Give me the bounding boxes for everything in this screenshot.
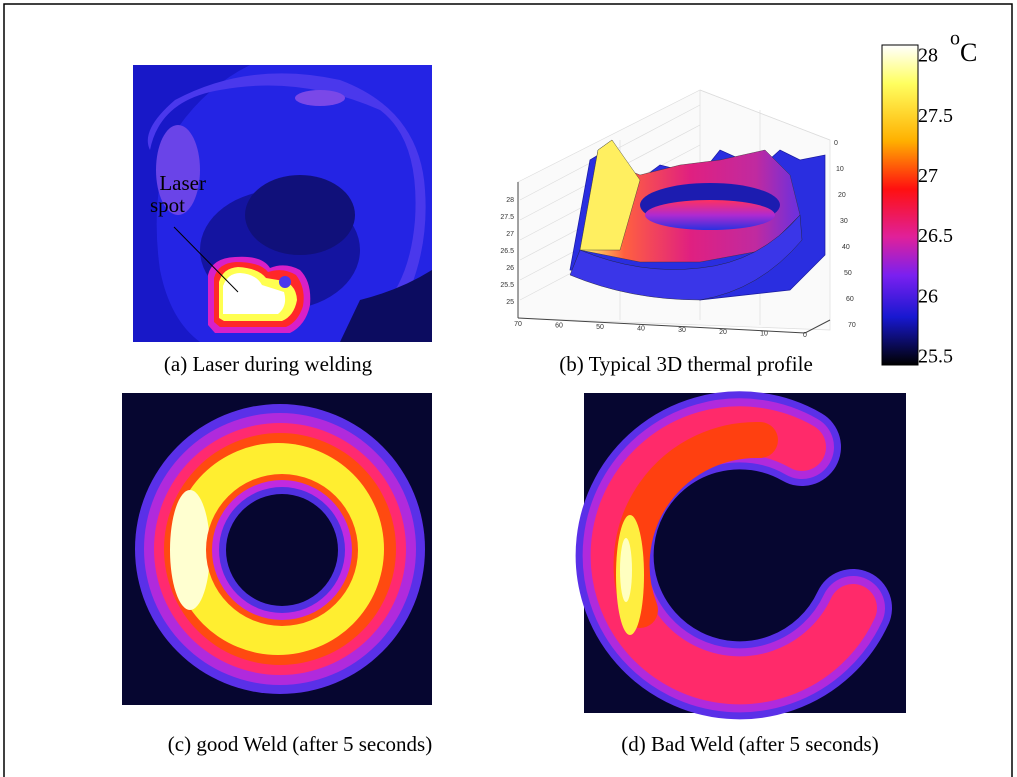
caption: (b) Typical 3D thermal profile	[559, 352, 813, 376]
unit-degree: o	[950, 28, 960, 50]
y-tick-label: 50	[844, 270, 852, 277]
x-tick-label: 10	[760, 330, 768, 337]
colorbar-tick-label: 27	[918, 165, 938, 187]
unit-symbol: C	[960, 38, 977, 67]
z-tick-label: 26.5	[500, 248, 514, 255]
colorbar-tick-label: 28	[918, 45, 938, 67]
x-tick-label: 60	[555, 322, 563, 329]
y-tick-label: 70	[848, 322, 856, 329]
y-tick-label: 60	[846, 296, 854, 303]
caption: (c) good Weld (after 5 seconds)	[168, 732, 432, 756]
y-tick-label: 10	[836, 166, 844, 173]
z-tick-label: 26	[506, 265, 514, 272]
caption: (a) Laser during welding	[164, 352, 373, 376]
z-tick-label: 27	[506, 231, 514, 238]
x-tick-label: 20	[719, 329, 727, 336]
z-tick-label: 27.5	[500, 214, 514, 221]
colorbar-tick-label: 25.5	[918, 346, 953, 368]
annotation-line: spot	[150, 193, 185, 217]
z-tick-label: 28	[506, 197, 514, 204]
x-tick-label: 70	[514, 321, 522, 328]
x-tick-label: 0	[803, 332, 807, 339]
colorbar-tick-label: 26.5	[918, 225, 953, 247]
z-tick-label: 25.5	[500, 282, 514, 289]
x-tick-label: 50	[596, 324, 604, 331]
caption: (d) Bad Weld (after 5 seconds)	[621, 732, 878, 756]
x-tick-label: 30	[678, 327, 686, 334]
thermal-image-d	[584, 393, 906, 713]
y-tick-label: 0	[834, 140, 838, 147]
surface-plot	[518, 90, 830, 333]
z-tick-label: 25	[506, 299, 514, 306]
figure: Laser spot (a) Laser during welding 28 27…	[0, 0, 1017, 777]
annotation-line: Laser	[159, 171, 206, 195]
y-tick-label: 20	[838, 192, 846, 199]
colorbar-tick-label: 27.5	[918, 105, 953, 127]
x-tick-label: 40	[637, 326, 645, 333]
thermal-image-c	[122, 393, 432, 705]
y-tick-label: 40	[842, 244, 850, 251]
colorbar-tick-label: 26	[918, 285, 938, 307]
y-tick-label: 30	[840, 218, 848, 225]
colorbar	[882, 45, 918, 365]
